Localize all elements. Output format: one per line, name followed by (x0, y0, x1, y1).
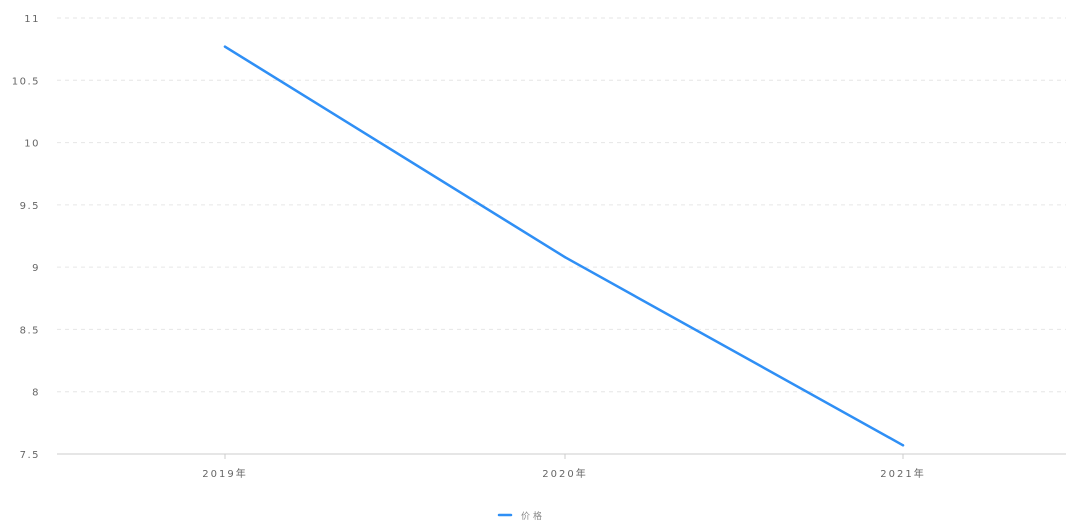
y-tick-label: 7.5 (20, 450, 40, 461)
axis-layer: 7.5 8 8.5 9 9.5 10 10.5 11 2019年 2020年 2021年 (12, 14, 1066, 480)
y-tick-label: 11 (24, 14, 40, 25)
y-tick-label: 9.5 (20, 201, 40, 212)
y-tick-label: 8 (32, 388, 40, 399)
y-tick-label: 10.5 (12, 76, 40, 87)
grid-layer (57, 17, 1066, 393)
data-point[interactable] (901, 444, 905, 447)
legend-label: 价格 (521, 510, 545, 521)
y-tick-label: 9 (32, 263, 40, 274)
legend[interactable]: 价格 (497, 510, 545, 522)
y-tick-label: 8.5 (20, 325, 40, 336)
data-point[interactable] (223, 45, 227, 48)
y-tick-label: 10 (24, 139, 40, 150)
data-point[interactable] (563, 255, 567, 259)
x-tick-label: 2020年 (542, 467, 587, 480)
x-tick-label: 2021年 (880, 467, 925, 480)
series-line[interactable] (223, 45, 905, 447)
x-tick-label: 2019年 (202, 467, 247, 480)
series-layer (223, 45, 905, 447)
